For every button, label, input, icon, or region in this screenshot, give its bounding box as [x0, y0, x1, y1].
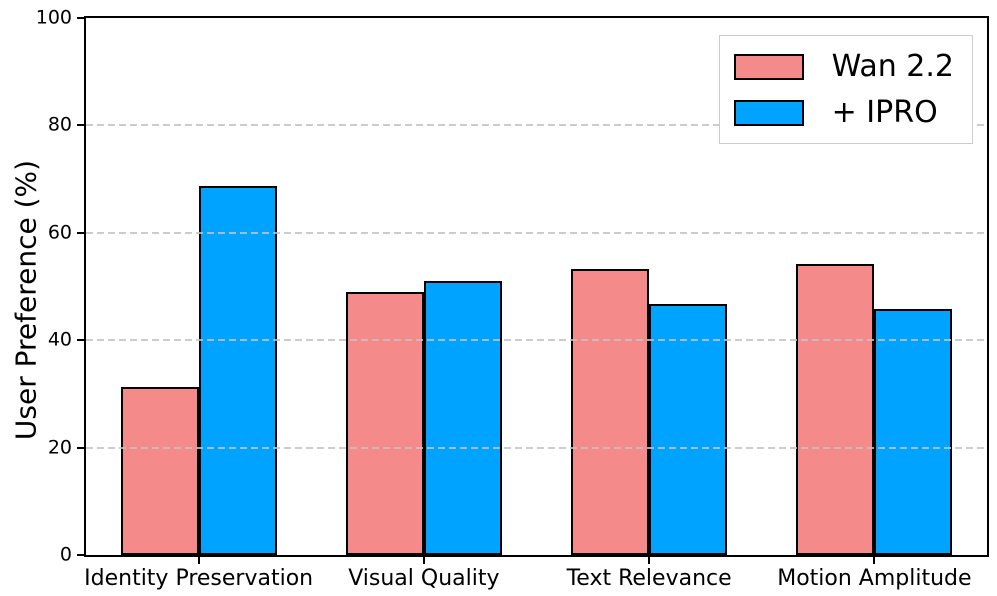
legend-swatch-wan22: [733, 53, 804, 80]
bar-wan-2-2-motion-amplitude: [796, 263, 875, 555]
legend-label-ipro: + IPRO: [831, 95, 938, 130]
legend-label-wan22: Wan 2.2: [831, 49, 954, 84]
y-tick-label-100: 100: [35, 6, 72, 29]
bars-layer: [86, 18, 987, 555]
bar-ipro-identity-preservation: [198, 186, 277, 555]
plot-area: 0 20 40 60 80 100 Identity Preservation Visual …: [36, 7, 989, 591]
x-tick-label-identity-preservation: Identity Preservation: [84, 566, 314, 591]
y-tick-label-0: 0: [59, 543, 72, 566]
y-tick-0: [77, 554, 86, 556]
x-tick-visual-quality: [422, 555, 425, 564]
x-tick-label-motion-amplitude: Motion Amplitude: [777, 566, 972, 591]
legend: Wan 2.2 + IPRO: [718, 35, 973, 144]
axis-ticks-layer: 0 20 40 60 80 100 Identity Preservation Visual …: [36, 7, 987, 591]
bar-ipro-motion-amplitude: [874, 309, 953, 555]
y-tick-100: [77, 17, 86, 19]
x-tick-text-relevance: [648, 555, 651, 564]
bar-wan-2-2-identity-preservation: [120, 386, 199, 555]
y-tick-label-80: 80: [47, 113, 72, 136]
y-tick-80: [77, 124, 86, 127]
x-tick-motion-amplitude: [873, 555, 876, 564]
bar-wan-2-2-visual-quality: [345, 291, 424, 555]
y-tick-20: [77, 446, 86, 449]
x-tick-identity-preservation: [197, 555, 200, 564]
bar-wan-2-2-text-relevance: [571, 269, 650, 555]
y-axis-title: User Preference (%): [9, 159, 43, 441]
y-tick-label-60: 60: [47, 221, 72, 244]
bar-ipro-visual-quality: [423, 281, 502, 555]
legend-item-ipro: + IPRO: [733, 95, 954, 130]
bar-ipro-text-relevance: [649, 303, 728, 555]
x-tick-label-visual-quality: Visual Quality: [348, 566, 500, 591]
x-tick-label-text-relevance: Text Relevance: [566, 566, 732, 591]
y-tick-label-40: 40: [47, 328, 72, 351]
legend-swatch-ipro: [733, 99, 804, 126]
y-tick-label-20: 20: [47, 436, 72, 459]
legend-item-wan22: Wan 2.2: [733, 49, 954, 84]
y-tick-60: [77, 231, 86, 234]
y-tick-40: [77, 339, 86, 342]
